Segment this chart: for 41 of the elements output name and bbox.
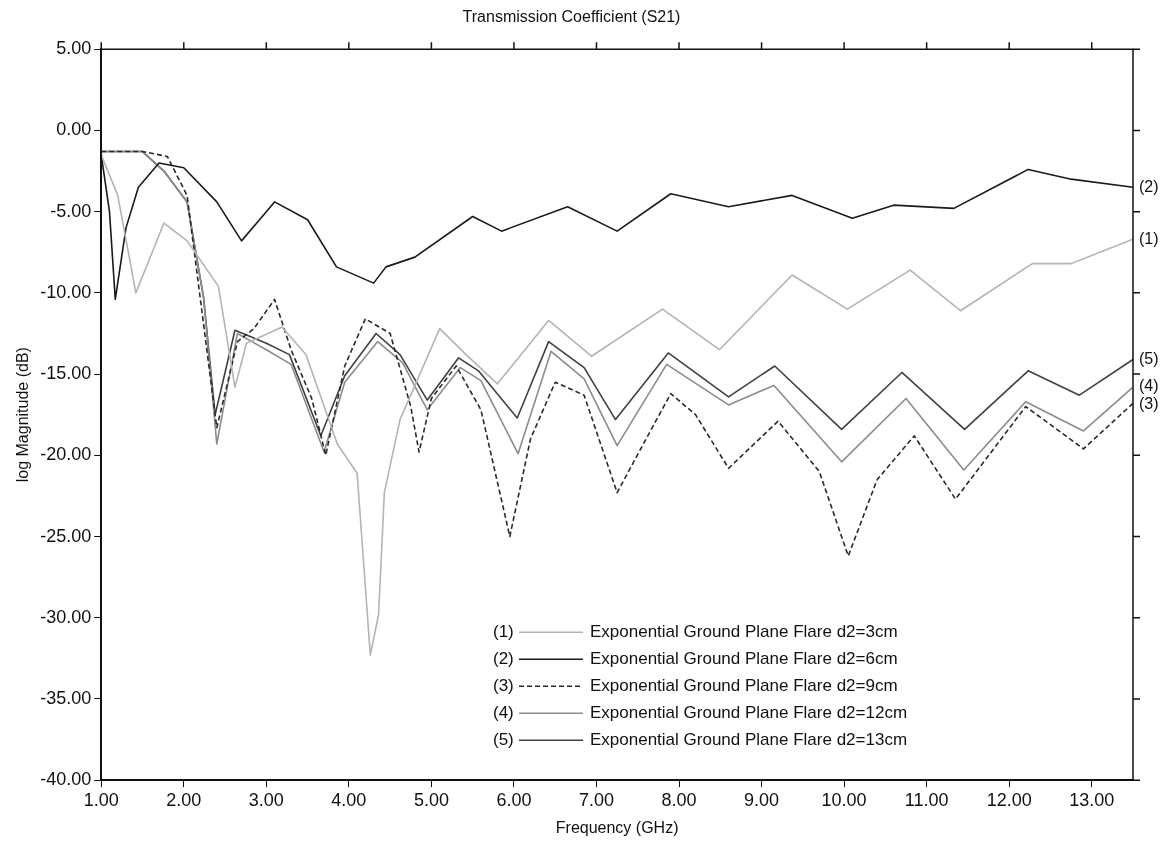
y-tick-label: -10.00 <box>40 281 92 302</box>
x-tick-label: 13.00 <box>1069 789 1115 810</box>
y-tick-label: -5.00 <box>50 200 92 221</box>
y-tick-label: -25.00 <box>40 525 92 546</box>
annotation: (3) <box>493 675 514 695</box>
y-tick-label: -35.00 <box>40 687 92 708</box>
text: (2) <box>1139 177 1159 195</box>
legend-label: Exponential Ground Plane Flare d2=13cm <box>590 729 908 749</box>
y-tick-label: 0.00 <box>56 119 92 140</box>
x-tick-label: 6.00 <box>496 789 532 810</box>
x-tick-label: 11.00 <box>904 789 949 810</box>
annotation: (2) <box>493 648 514 668</box>
chart-title: Transmission Coefficient (S21) <box>462 8 681 26</box>
y-tick-label: -20.00 <box>40 444 92 465</box>
legend-label: Exponential Ground Plane Flare d2=12cm <box>590 702 908 722</box>
legend-label: Exponential Ground Plane Flare d2=9cm <box>590 675 898 695</box>
x-tick-label: 4.00 <box>331 789 367 810</box>
x-tick-label: 3.00 <box>248 789 284 810</box>
y-tick-label: 5.00 <box>56 38 92 59</box>
x-tick-label: 9.00 <box>744 789 780 810</box>
text: (3) <box>1139 395 1159 413</box>
annotation: (5) <box>493 729 514 749</box>
x-tick-label: 1.00 <box>83 789 119 810</box>
y-tick-label: -15.00 <box>40 363 92 384</box>
y-tick-label: -40.00 <box>40 769 92 790</box>
annotation: (1) <box>493 621 514 641</box>
x-tick-label: 5.00 <box>413 789 449 810</box>
x-tick-label: 2.00 <box>166 789 202 810</box>
text: (4) <box>1139 377 1159 395</box>
x-tick-label: 8.00 <box>661 789 697 810</box>
x-tick-label: 7.00 <box>578 789 615 810</box>
y-tick-label: -30.00 <box>40 606 92 627</box>
x-axis-title: Frequency (GHz) <box>555 818 679 836</box>
text: (5) <box>1139 349 1159 367</box>
text: (1) <box>1139 229 1159 247</box>
x-tick-label: 12.00 <box>986 789 1032 810</box>
legend-label: Exponential Ground Plane Flare d2=3cm <box>590 621 898 641</box>
annotation: (4) <box>493 702 514 722</box>
x-tick-label: 10.00 <box>821 789 867 810</box>
y-axis-title: log Magnitude (dB) <box>14 347 32 483</box>
legend-label: Exponential Ground Plane Flare d2=6cm <box>590 648 898 668</box>
